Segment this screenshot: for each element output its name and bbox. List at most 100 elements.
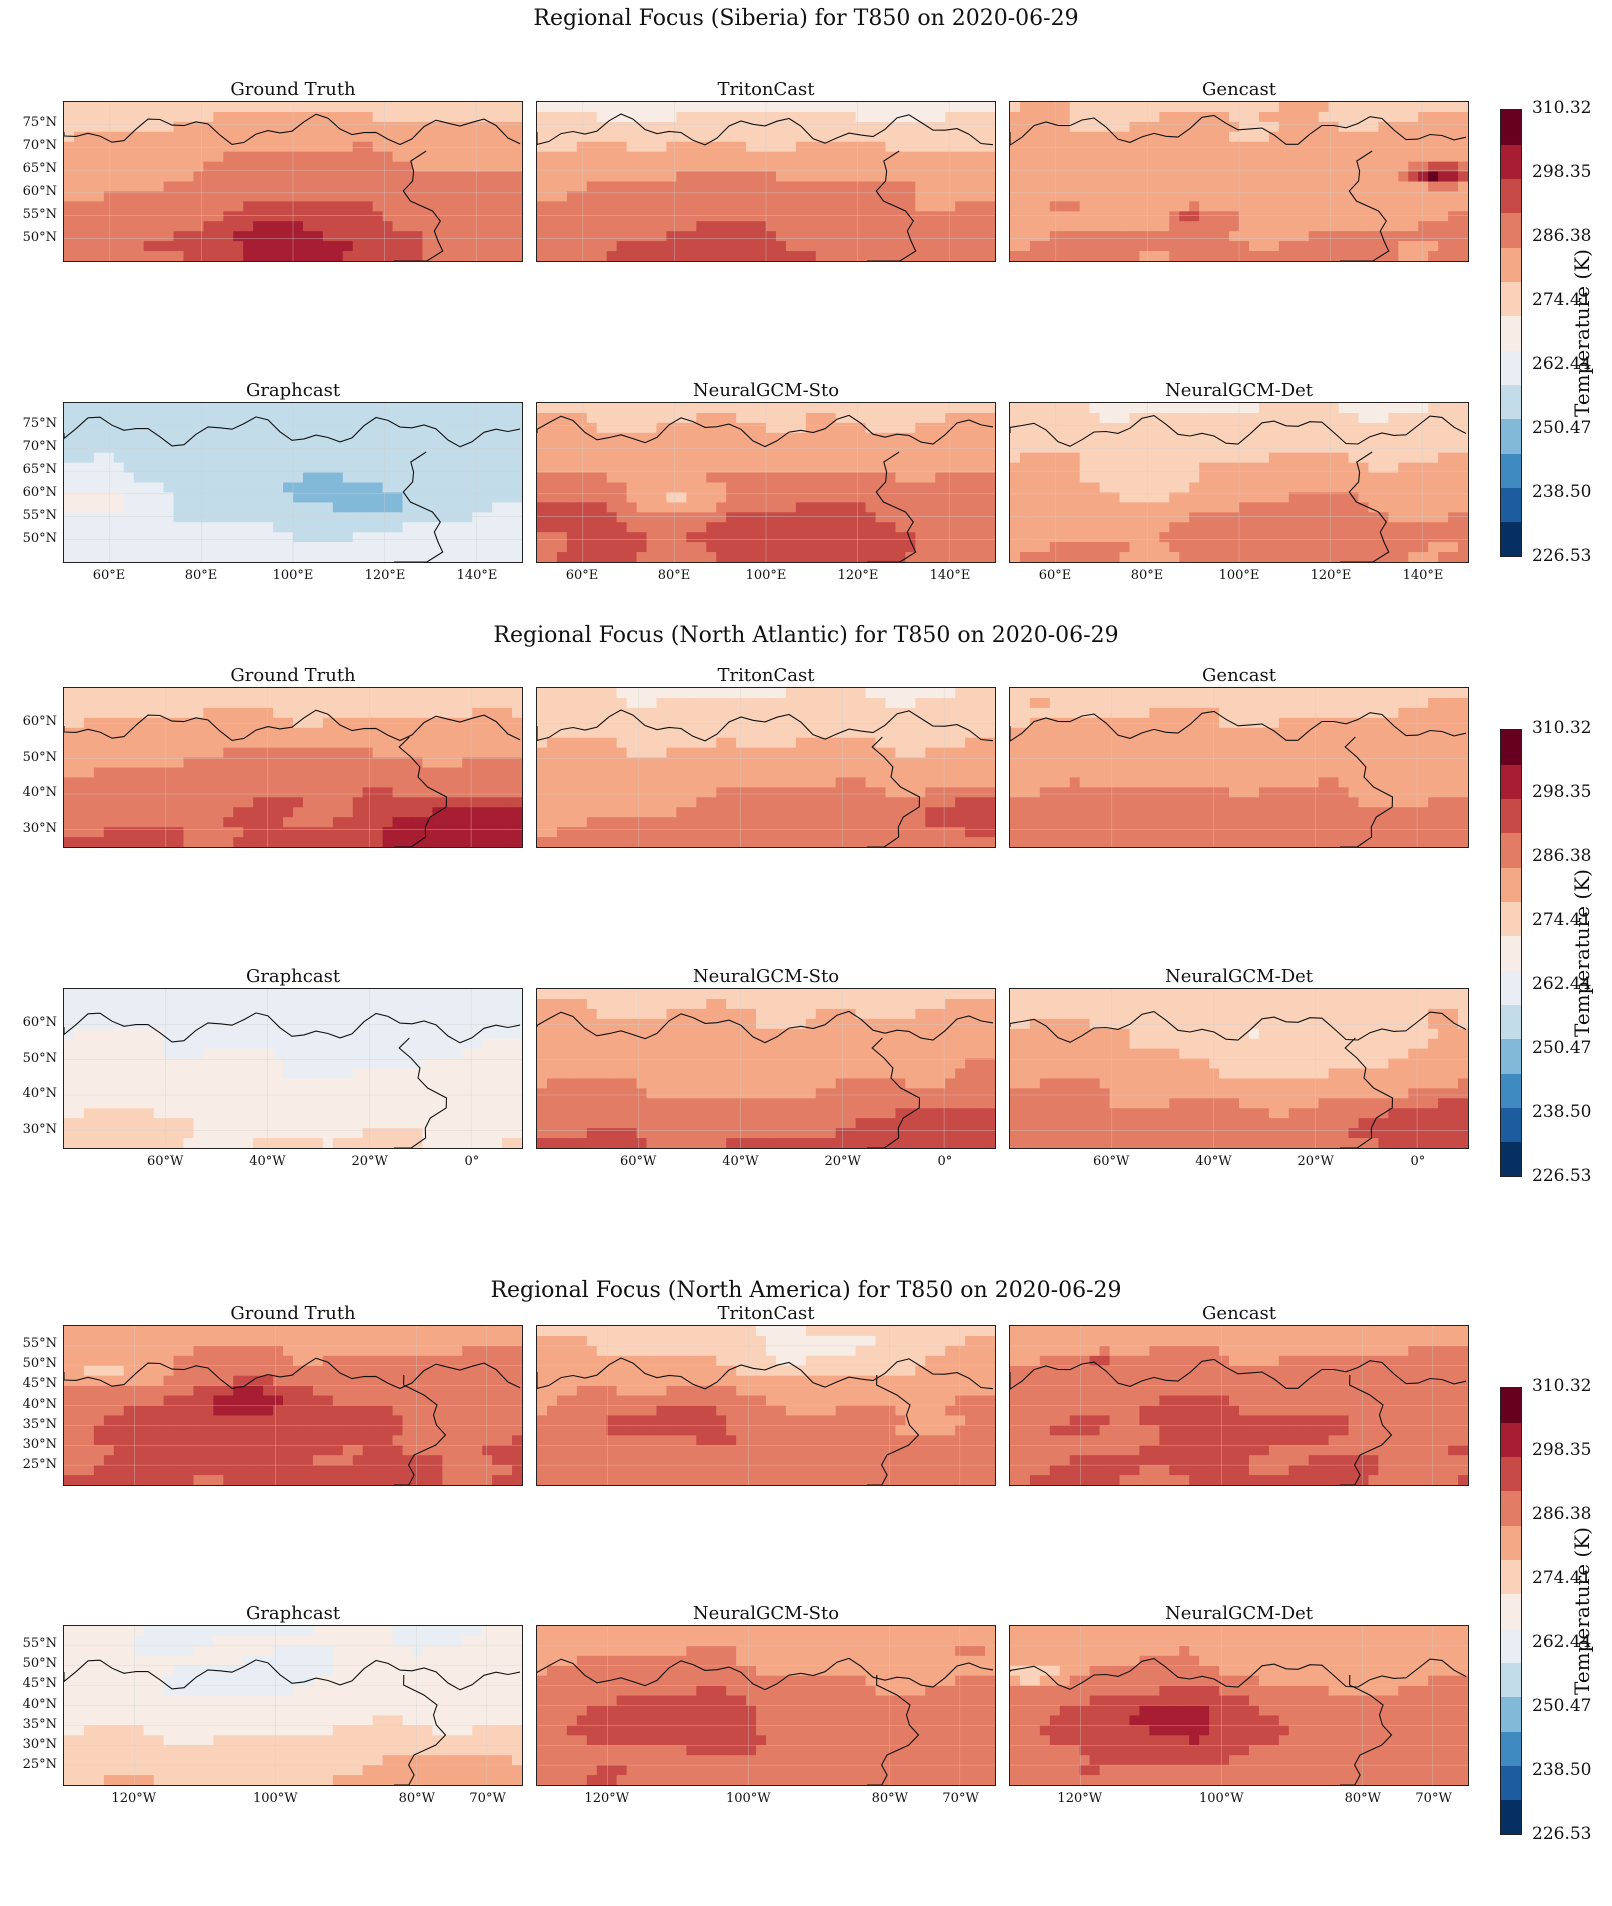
heat-cell bbox=[576, 231, 588, 242]
heat-cell bbox=[726, 542, 737, 553]
heat-cell bbox=[537, 191, 548, 202]
heat-cell bbox=[492, 737, 503, 749]
heat-cell bbox=[716, 412, 727, 424]
heat-cell bbox=[1109, 121, 1121, 133]
heat-cell bbox=[263, 532, 274, 543]
heat-cell bbox=[736, 422, 747, 434]
heat-cell bbox=[1199, 552, 1210, 562]
heat-cell bbox=[233, 161, 244, 173]
heat-cell bbox=[566, 211, 578, 222]
heat-cell bbox=[756, 111, 767, 123]
heat-cell bbox=[835, 502, 847, 513]
heat-cell bbox=[273, 231, 284, 242]
heat-cell bbox=[243, 403, 254, 414]
heat-cell bbox=[586, 251, 598, 261]
heat-cell bbox=[576, 512, 588, 523]
heat-cell bbox=[606, 552, 618, 562]
heat-cell bbox=[482, 452, 493, 464]
heat-cell bbox=[223, 452, 234, 464]
heat-cell bbox=[183, 422, 195, 434]
heat-cell bbox=[537, 171, 548, 183]
heat-cell bbox=[785, 191, 797, 202]
heat-cell bbox=[726, 171, 737, 183]
heat-cell bbox=[576, 472, 588, 484]
heat-cell bbox=[955, 161, 966, 173]
heat-cell bbox=[825, 151, 837, 163]
heat-cell bbox=[1129, 251, 1141, 261]
heat-cell bbox=[945, 522, 956, 533]
heat-cell bbox=[392, 512, 404, 523]
heat-cell bbox=[766, 211, 777, 222]
heat-cell bbox=[1428, 482, 1439, 494]
heat-cell bbox=[1378, 403, 1389, 414]
heat-cell bbox=[412, 707, 424, 719]
heat-cell bbox=[1258, 251, 1270, 261]
heat-cell bbox=[203, 532, 214, 543]
heat-cell bbox=[263, 737, 274, 749]
heat-cell bbox=[736, 432, 747, 444]
heat-cell bbox=[586, 102, 598, 113]
heat-cell bbox=[606, 102, 618, 113]
heat-cell bbox=[1010, 191, 1021, 202]
heat-cell bbox=[696, 492, 707, 503]
heat-cell bbox=[103, 462, 115, 474]
heat-cell bbox=[1418, 211, 1429, 222]
heat-cell bbox=[64, 201, 75, 212]
heat-cell bbox=[556, 462, 568, 474]
heat-cell bbox=[596, 552, 608, 562]
x-tick-label: 100°E bbox=[272, 568, 314, 583]
y-tick-label: 55°N bbox=[22, 207, 57, 222]
heat-cell bbox=[372, 151, 384, 163]
heat-cell bbox=[1278, 542, 1290, 553]
heat-cell bbox=[183, 767, 195, 779]
heat-cell bbox=[1189, 111, 1200, 123]
heat-cell bbox=[392, 697, 404, 709]
heat-cell bbox=[855, 462, 867, 474]
heat-cell bbox=[616, 171, 628, 183]
heat-cell bbox=[1278, 201, 1290, 212]
heat-cell bbox=[73, 512, 85, 523]
heat-cell bbox=[173, 412, 185, 424]
heat-cell bbox=[1219, 102, 1230, 113]
heat-cell bbox=[1338, 522, 1350, 533]
heat-cell bbox=[203, 737, 214, 749]
heat-cell bbox=[1139, 102, 1150, 113]
heat-cell bbox=[1189, 492, 1200, 503]
heat-cell bbox=[895, 522, 906, 533]
heat-cell bbox=[422, 452, 433, 464]
heat-cell bbox=[452, 251, 463, 261]
heat-cell bbox=[362, 102, 374, 113]
heat-cell bbox=[1348, 161, 1360, 173]
heat-cell bbox=[83, 697, 95, 709]
heat-cell bbox=[766, 492, 777, 503]
heat-cell bbox=[402, 412, 414, 424]
heat-cell bbox=[492, 221, 503, 232]
heat-cell bbox=[64, 422, 75, 434]
heat-cell bbox=[1318, 211, 1330, 222]
heat-cell bbox=[696, 102, 707, 113]
heat-cell bbox=[502, 231, 513, 242]
heat-cell bbox=[955, 201, 966, 212]
heat-cell bbox=[825, 121, 837, 133]
heat-cell bbox=[905, 221, 916, 232]
heat-cell bbox=[502, 552, 513, 562]
heat-cell bbox=[103, 757, 115, 769]
heat-cell bbox=[1458, 102, 1468, 113]
heat-cell bbox=[775, 462, 787, 474]
heat-cell bbox=[1029, 201, 1041, 212]
heat-cell bbox=[766, 141, 777, 153]
heat-cell bbox=[1428, 502, 1439, 513]
heat-cell bbox=[1019, 522, 1031, 533]
heat-cell bbox=[1398, 442, 1409, 454]
heat-cell bbox=[556, 102, 568, 113]
heat-cell bbox=[1219, 221, 1230, 232]
heat-cell bbox=[422, 171, 433, 183]
heat-cell bbox=[322, 492, 334, 503]
heat-cell bbox=[746, 482, 757, 494]
heat-cell bbox=[726, 241, 737, 252]
heat-cell bbox=[636, 412, 648, 424]
heat-cell bbox=[566, 472, 578, 484]
heat-cell bbox=[1039, 502, 1051, 513]
heat-cell bbox=[273, 181, 284, 193]
heat-cell bbox=[815, 161, 827, 173]
